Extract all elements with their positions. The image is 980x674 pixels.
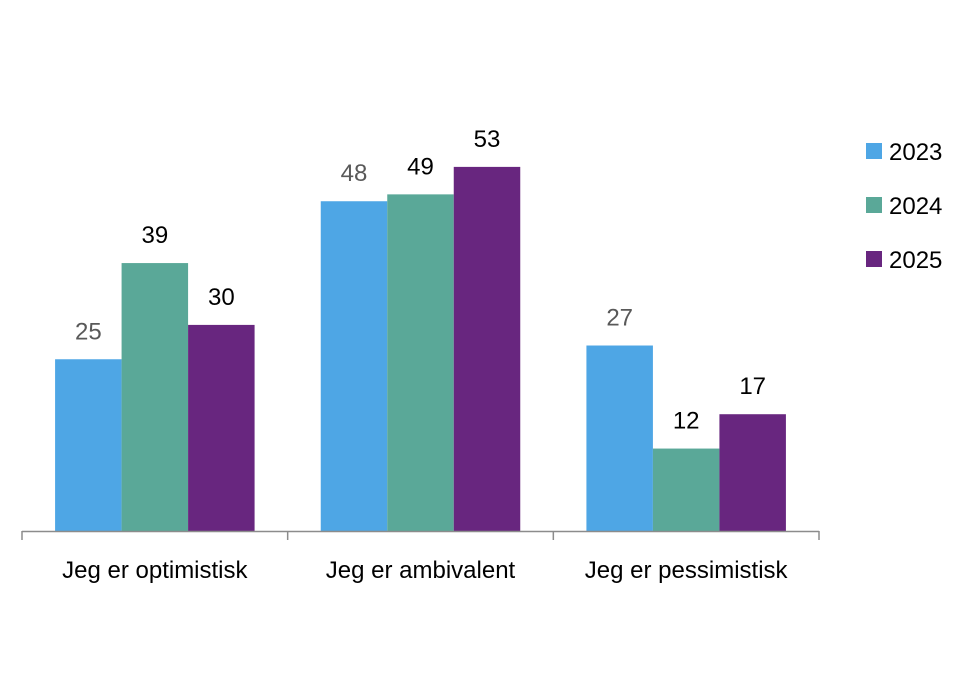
bar-2025-1 [453,166,521,531]
data-label-2025-2: 17 [739,373,766,400]
legend-label-2024: 2024 [889,193,942,220]
bar-2024-1 [387,194,454,531]
value-labels-group: 25 39 30 48 49 53 27 12 17 [75,126,766,435]
data-label-2024-1: 49 [407,153,434,180]
bar-2023-1 [320,201,388,532]
data-label-2023-2: 27 [606,305,633,332]
data-label-2024-2: 12 [673,408,700,435]
data-label-2023-1: 48 [341,160,368,187]
legend-swatch-2023 [866,143,882,159]
bar-2023-0 [55,359,122,531]
category-label-1: Jeg er ambivalent [326,557,516,584]
category-label-0: Jeg er optimistisk [62,557,248,584]
legend-swatch-2025 [866,251,882,267]
category-label-2: Jeg er pessimistisk [585,557,789,584]
bar-2024-2 [652,448,720,531]
data-label-2024-0: 39 [141,222,168,249]
bars-group [55,166,786,532]
legend: 2023 2024 2025 [866,139,942,274]
bar-2024-0 [121,263,189,531]
bar-2023-2 [586,345,653,531]
bar-2025-0 [188,324,255,531]
legend-label-2023: 2023 [889,139,942,166]
x-axis [21,530,820,540]
bar-2025-2 [719,414,786,531]
category-labels-group: Jeg er optimistisk Jeg er ambivalent Jeg e… [62,557,788,584]
legend-swatch-2024 [866,197,882,213]
legend-label-2025: 2025 [889,247,942,274]
data-label-2025-1: 53 [474,126,501,153]
data-label-2025-0: 30 [208,284,235,311]
data-label-2023-0: 25 [75,318,102,345]
